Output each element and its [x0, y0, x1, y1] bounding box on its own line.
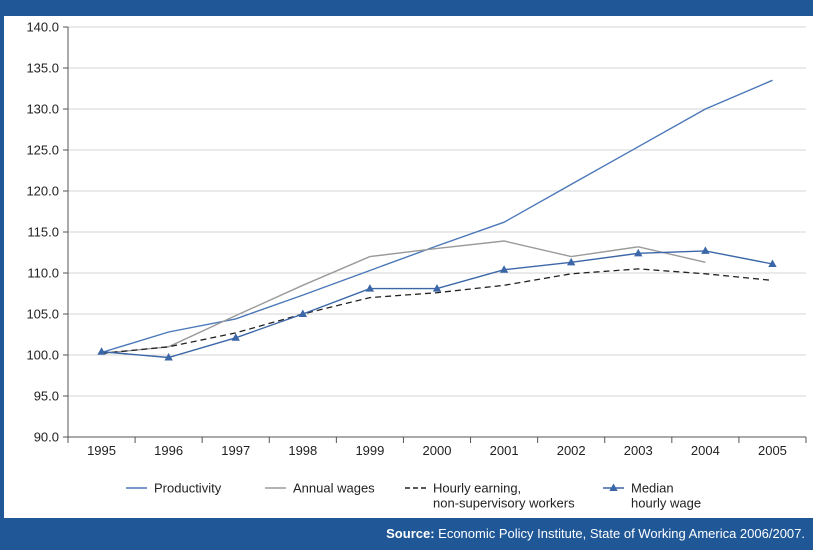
left-border — [0, 16, 4, 518]
data-point-marker — [97, 347, 106, 355]
y-tick-label: 115.0 — [27, 225, 59, 240]
x-tick-label: 2000 — [423, 443, 452, 458]
series-line-4 — [101, 250, 773, 359]
y-tick-label: 140.0 — [26, 20, 59, 35]
legend-marker — [609, 483, 618, 491]
data-point-marker — [634, 248, 643, 257]
y-tick-label: 130.0 — [26, 102, 59, 117]
legend-label: Annual wages — [293, 481, 375, 496]
data-point-marker — [768, 259, 777, 267]
x-tick-label: 2003 — [624, 443, 653, 458]
source-footer: Source: Economic Policy Institute, State… — [0, 518, 813, 550]
legend-label-line2: non-supervisory workers — [433, 496, 575, 511]
x-tick-label: 1996 — [154, 443, 183, 458]
x-tick-label: 2004 — [691, 443, 720, 458]
y-tick-label: 120.0 — [26, 184, 59, 199]
legend-label: Hourly earning, — [433, 481, 521, 496]
x-tick-label: 2002 — [557, 443, 586, 458]
data-point-marker — [298, 309, 308, 317]
series-line-3 — [101, 268, 773, 355]
x-tick-label: 2001 — [490, 443, 519, 458]
x-tick-label: 2005 — [758, 443, 787, 458]
data-point-marker — [566, 257, 576, 266]
line-chart: 90.0 95.0 100.0 105.0 110.0 115.0 120.0 125.0 13… — [26, 20, 807, 511]
data-point-marker — [164, 352, 173, 361]
x-tick-label: 1998 — [288, 443, 317, 458]
data-point-marker — [432, 284, 442, 292]
y-tick-label: 90.0 — [34, 430, 59, 445]
legend-label: Median — [631, 481, 674, 496]
data-point-marker — [499, 265, 509, 273]
series-line-2 — [101, 240, 706, 355]
y-tick-label: 125.0 — [26, 143, 59, 158]
data-point-marker — [231, 333, 240, 341]
y-tick-label: 100.0 — [26, 348, 59, 363]
y-tick-label: 135.0 — [26, 61, 59, 76]
data-point-marker — [701, 246, 710, 254]
x-tick-label: 1999 — [355, 443, 384, 458]
data-point-marker — [365, 284, 375, 292]
source-text: Economic Policy Institute, State of Work… — [434, 526, 805, 541]
header-band — [0, 0, 813, 16]
series-line-1 — [101, 79, 773, 354]
x-tick-label: 1997 — [221, 443, 250, 458]
x-tick-label: 1995 — [87, 443, 116, 458]
source-label: Source: — [386, 526, 435, 541]
legend-label-line2: hourly wage — [631, 496, 701, 511]
y-tick-label: 110.0 — [27, 266, 59, 281]
y-tick-label: 105.0 — [26, 307, 59, 322]
legend-label: Productivity — [154, 481, 222, 496]
y-tick-label: 95.0 — [34, 389, 59, 404]
